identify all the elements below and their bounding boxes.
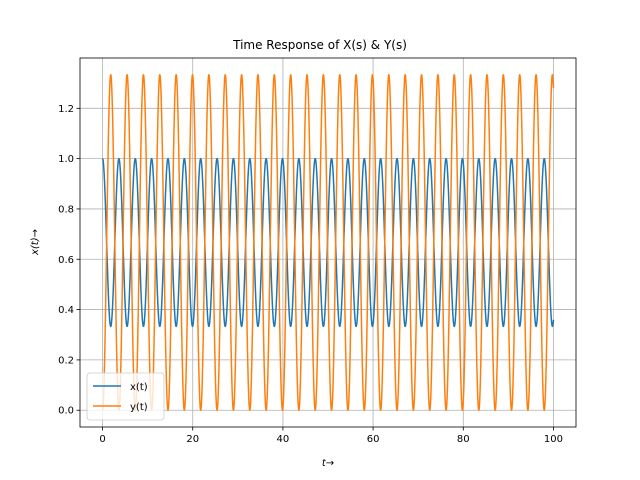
series-layer [101,74,555,411]
y-tick-label: 1.0 [58,154,74,165]
y-tick-label: 1.2 [58,104,74,115]
y-axis: 0.0 0.2 0.4 0.6 0.8 1.0 1.2 [58,104,80,417]
x-axis: 0 20 40 60 80 100 [99,427,563,445]
x-tick-label: 0 [99,434,105,445]
x-tick-label: 100 [544,434,563,445]
y-tick-label: 0.8 [58,204,74,215]
plot-frame [79,57,577,428]
x-axis-label: t→ [322,458,334,469]
x-tick-label: 60 [367,434,380,445]
y-tick-label: 0.0 [58,406,74,417]
legend-label: y(t) [130,402,148,413]
y-tick-label: 0.6 [58,255,74,266]
legend-label: x(t) [130,382,148,393]
x-tick-label: 80 [457,434,470,445]
y-tick-label: 0.4 [58,305,74,316]
series-line-y [101,74,555,411]
legend-box [86,372,165,421]
y-tick-label: 0.2 [58,355,74,366]
legend: x(t) y(t) [86,372,165,421]
x-tick-label: 20 [186,434,199,445]
x-tick-label: 40 [277,434,290,445]
series-line-x [101,157,555,328]
chart-title: Time Response of X(s) & Y(s) [232,38,407,52]
y-axis-label: x(t)→ [30,229,41,256]
